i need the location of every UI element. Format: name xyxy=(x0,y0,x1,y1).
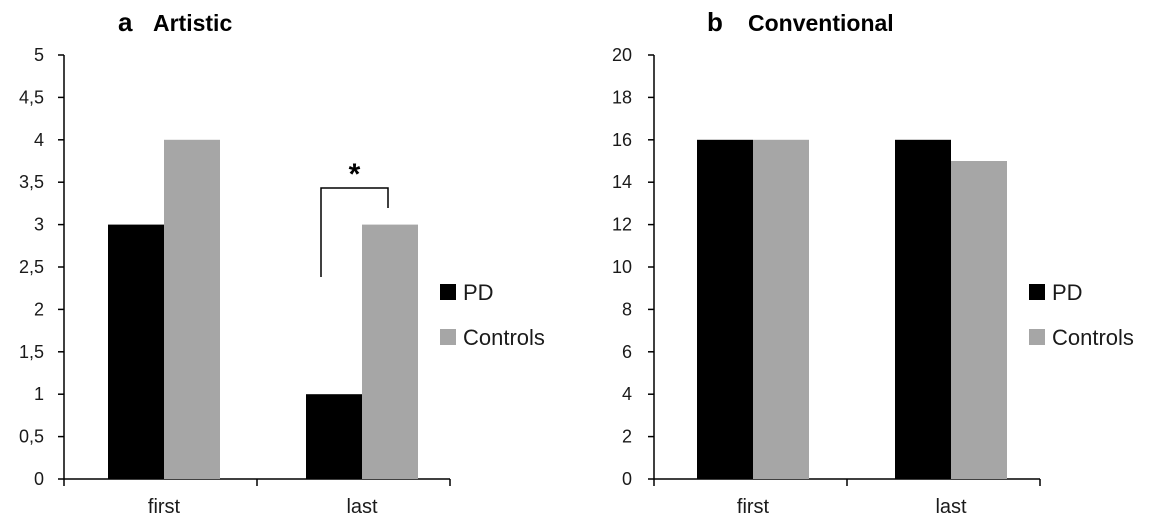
y-tick-label: 1 xyxy=(34,384,44,404)
chart-title: Conventional xyxy=(748,10,894,36)
bar-controls-last xyxy=(362,224,418,479)
legend-swatch xyxy=(1029,284,1045,300)
legend-label: PD xyxy=(463,280,494,305)
y-tick-label: 8 xyxy=(622,299,632,319)
y-tick-label: 4,5 xyxy=(19,87,44,107)
significance-bracket xyxy=(320,187,389,277)
y-tick-label: 1,5 xyxy=(19,342,44,362)
legend-label: Controls xyxy=(463,325,545,350)
x-tick-label: first xyxy=(148,496,181,518)
bar-pd-first xyxy=(108,224,164,479)
y-tick-label: 5 xyxy=(34,45,44,65)
y-tick-label: 4 xyxy=(34,130,44,150)
y-tick-label: 0,5 xyxy=(19,427,44,447)
y-tick-label: 12 xyxy=(612,215,632,235)
y-tick-label: 2 xyxy=(622,427,632,447)
y-tick-label: 14 xyxy=(612,172,632,192)
significance-star: * xyxy=(349,158,361,191)
y-tick-label: 2 xyxy=(34,299,44,319)
bar-controls-first xyxy=(164,139,220,480)
legend-swatch xyxy=(440,284,456,300)
x-tick-label: last xyxy=(346,496,378,518)
y-tick-label: 4 xyxy=(622,384,632,404)
y-tick-label: 10 xyxy=(612,257,632,277)
legend-label: Controls xyxy=(1052,325,1134,350)
y-tick-label: 20 xyxy=(612,45,632,65)
y-tick-label: 2,5 xyxy=(19,257,44,277)
y-tick-label: 16 xyxy=(612,130,632,150)
y-tick-label: 3 xyxy=(34,215,44,235)
legend-label: PD xyxy=(1052,280,1083,305)
bar-controls-last xyxy=(951,161,1007,479)
y-tick-label: 3,5 xyxy=(19,172,44,192)
y-tick-label: 0 xyxy=(34,469,44,489)
y-tick-label: 0 xyxy=(622,469,632,489)
x-tick-label: last xyxy=(935,496,967,518)
chart-title: Artistic xyxy=(153,10,232,36)
bar-pd-last xyxy=(895,139,951,480)
panel-letter: b xyxy=(707,7,723,37)
y-tick-label: 18 xyxy=(612,87,632,107)
x-tick-label: first xyxy=(737,496,770,518)
legend-swatch xyxy=(440,329,456,345)
bar-pd-first xyxy=(697,139,753,480)
panel-letter: a xyxy=(118,7,133,37)
legend-swatch xyxy=(1029,329,1045,345)
bar-pd-last xyxy=(306,394,362,479)
y-tick-label: 6 xyxy=(622,342,632,362)
chart-panel-conventional: b Conventional 0 2 4 6 8 10 12 14 16 18 20 first las… xyxy=(612,7,1134,518)
chart-panel-artistic: a Artistic 0 0,5 1 1,5 2 2,5 3 3,5 4 4,5 5 first las… xyxy=(19,7,545,518)
bar-controls-first xyxy=(753,139,809,480)
